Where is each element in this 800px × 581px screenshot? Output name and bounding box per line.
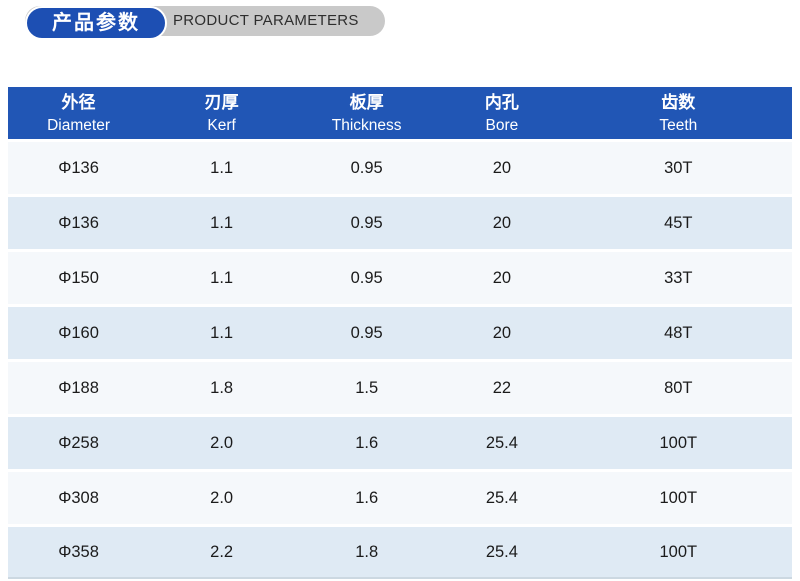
column-header-zh: 外径 <box>61 92 96 112</box>
column-header-zh: 齿数 <box>661 92 696 112</box>
column-header: 内孔 Bore <box>439 87 565 139</box>
table-cell: 20 <box>439 197 565 249</box>
table-cell: 1.6 <box>294 417 440 469</box>
table-cell: 1.1 <box>149 142 295 194</box>
table-cell: 0.95 <box>294 197 440 249</box>
table-body: Φ136 1.1 0.95 20 30T Φ136 1.1 0.95 20 45T Φ150 1.1 0… <box>8 142 792 579</box>
table-cell: 2.2 <box>149 527 295 579</box>
column-header-zh: 内孔 <box>484 92 519 112</box>
table-cell: 25.4 <box>439 417 565 469</box>
table-cell: 33T <box>564 252 792 304</box>
column-header: 齿数 Teeth <box>564 87 792 139</box>
column-header-en: Teeth <box>659 116 698 134</box>
table-row: Φ258 2.0 1.6 25.4 100T <box>8 417 792 469</box>
table-row: Φ136 1.1 0.95 20 30T <box>8 142 792 194</box>
column-header-en: Kerf <box>207 116 236 134</box>
parameters-table: 外径 Diameter 刃厚 Kerf 板厚 Thickness 内孔 Bore 齿数 Teeth… <box>8 84 792 581</box>
table-row: Φ160 1.1 0.95 20 48T <box>8 307 792 359</box>
table-header: 外径 Diameter 刃厚 Kerf 板厚 Thickness 内孔 Bore 齿数 Teeth <box>8 87 792 139</box>
table-cell: 80T <box>564 362 792 414</box>
table-cell: Φ188 <box>8 362 150 414</box>
table-cell: 0.95 <box>294 142 440 194</box>
table-cell: Φ136 <box>8 197 150 249</box>
table-cell: 25.4 <box>439 527 565 579</box>
table-cell: Φ258 <box>8 417 150 469</box>
table-cell: Φ150 <box>8 252 150 304</box>
parameters-table-area: 外径 Diameter 刃厚 Kerf 板厚 Thickness 内孔 Bore 齿数 Teeth… <box>8 84 792 581</box>
column-header-en: Diameter <box>47 116 110 134</box>
title-zh: 产品参数 <box>52 12 140 34</box>
table-cell: 30T <box>564 142 792 194</box>
table-cell: 45T <box>564 197 792 249</box>
table-row: Φ136 1.1 0.95 20 45T <box>8 197 792 249</box>
column-header-en: Thickness <box>331 116 402 134</box>
table-cell: Φ358 <box>8 527 150 579</box>
title-zh-pill: 产品参数 <box>25 6 167 40</box>
table-cell: 100T <box>564 472 792 524</box>
table-cell: 2.0 <box>149 417 295 469</box>
column-header-en: Bore <box>485 116 519 134</box>
table-cell: 20 <box>439 142 565 194</box>
column-header: 板厚 Thickness <box>294 87 440 139</box>
table-cell: Φ136 <box>8 142 150 194</box>
column-header: 外径 Diameter <box>8 87 150 139</box>
table-row: Φ358 2.2 1.8 25.4 100T <box>8 527 792 579</box>
table-cell: 1.8 <box>149 362 295 414</box>
column-header-zh: 刃厚 <box>204 92 239 112</box>
table-cell: 25.4 <box>439 472 565 524</box>
table-row: Φ150 1.1 0.95 20 33T <box>8 252 792 304</box>
table-cell: 1.8 <box>294 527 440 579</box>
table-cell: Φ308 <box>8 472 150 524</box>
table-cell: 20 <box>439 252 565 304</box>
table-cell: 1.1 <box>149 252 295 304</box>
table-cell: 0.95 <box>294 307 440 359</box>
table-cell: 48T <box>564 307 792 359</box>
section-title-badge: PRODUCT PARAMETERS 产品参数 <box>25 6 385 40</box>
table-cell: 20 <box>439 307 565 359</box>
column-header-zh: 板厚 <box>349 92 384 112</box>
table-cell: 1.1 <box>149 307 295 359</box>
table-cell: 2.0 <box>149 472 295 524</box>
title-en: PRODUCT PARAMETERS <box>173 12 359 29</box>
table-header-row: 外径 Diameter 刃厚 Kerf 板厚 Thickness 内孔 Bore 齿数 Teeth <box>8 87 792 139</box>
table-row: Φ188 1.8 1.5 22 80T <box>8 362 792 414</box>
table-cell: 1.5 <box>294 362 440 414</box>
table-cell: 22 <box>439 362 565 414</box>
table-row: Φ308 2.0 1.6 25.4 100T <box>8 472 792 524</box>
table-cell: 0.95 <box>294 252 440 304</box>
table-cell: 100T <box>564 527 792 579</box>
table-cell: 1.1 <box>149 197 295 249</box>
page: PRODUCT PARAMETERS 产品参数 外径 Diameter 刃厚 Kerf… <box>0 6 800 581</box>
table-cell: 1.6 <box>294 472 440 524</box>
column-header: 刃厚 Kerf <box>149 87 295 139</box>
table-cell: 100T <box>564 417 792 469</box>
table-cell: Φ160 <box>8 307 150 359</box>
